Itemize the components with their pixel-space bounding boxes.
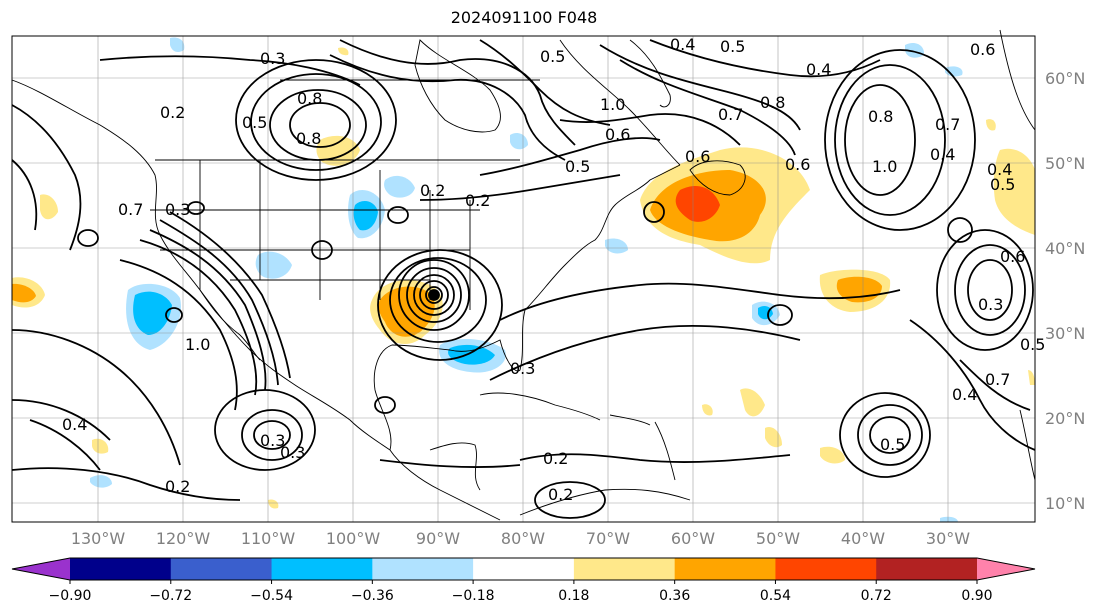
colorbar-extend-low (12, 558, 70, 580)
lon-label: 70°W (586, 529, 630, 548)
contour-label: 0.6 (685, 147, 710, 166)
contour-label: 0.6 (605, 125, 630, 144)
contour-label: 0.4 (806, 60, 831, 79)
colorbar-tick-label: −0.36 (351, 588, 394, 604)
contour-label: 0.7 (718, 105, 743, 124)
contour-lines (11, 39, 1036, 519)
colorbar-segment (775, 558, 877, 580)
contour-label: 0.6 (1000, 247, 1025, 266)
contour-label: 0.2 (543, 449, 568, 468)
contour-label: 0.2 (160, 103, 185, 122)
contour-label: 0.6 (970, 40, 995, 59)
contour-label: 0.5 (242, 113, 267, 132)
colorbar-tick-label: −0.72 (149, 588, 192, 604)
map-panel (11, 29, 1036, 523)
contour-label: 0.3 (510, 359, 535, 378)
colorbar-segment (170, 558, 273, 580)
lat-label: 30°N (1045, 324, 1085, 343)
colorbar-extend-high (977, 558, 1035, 580)
contour-label: 0.4 (952, 385, 977, 404)
contour-label: 0.2 (420, 181, 445, 200)
contour-label: 0.3 (280, 443, 305, 462)
lon-label: 120°W (156, 529, 211, 548)
contour-label: 0.3 (165, 200, 190, 219)
longitude-labels: 130°W 120°W 110°W 100°W 90°W 80°W 70°W 6… (71, 529, 970, 548)
colorbar-segment (473, 558, 575, 580)
colorbar-segment (372, 558, 474, 580)
contour-label: 0.8 (297, 89, 322, 108)
colorbar-tick-label: −0.54 (250, 588, 293, 604)
contour-label: 0.7 (118, 200, 143, 219)
contour-label: 0.5 (720, 37, 745, 56)
coastlines (11, 29, 1036, 521)
colorbar-segment (70, 558, 172, 580)
colorbar-segment (876, 558, 978, 580)
contour-label: 0.8 (760, 93, 785, 112)
contour-label: 1.0 (872, 157, 897, 176)
contour-label: 0.5 (990, 175, 1015, 194)
contour-labels: 0.3 0.2 0.4 0.5 0.6 0.8 1.0 0.7 0.5 0.6 … (62, 35, 1045, 504)
colorbar-segment (674, 558, 776, 580)
colorbar-segment (271, 558, 373, 580)
contour-label: 0.5 (565, 157, 590, 176)
lat-label: 10°N (1045, 494, 1085, 513)
lat-label: 20°N (1045, 409, 1085, 428)
map-title: 2024091100 F048 (450, 8, 598, 27)
lon-label: 30°W (926, 529, 970, 548)
lat-label: 60°N (1045, 69, 1085, 88)
lon-label: 110°W (241, 529, 296, 548)
contour-label: 0.3 (260, 49, 285, 68)
contour-label: 0.2 (465, 191, 490, 210)
contour-label: 0.8 (868, 107, 893, 126)
contour-label: 1.0 (185, 335, 210, 354)
contour-label: 0.6 (785, 155, 810, 174)
colorbar-tick-label: −0.90 (49, 588, 92, 604)
contour-label: 0.7 (985, 370, 1010, 389)
contour-label: 0.2 (165, 477, 190, 496)
lon-label: 40°W (841, 529, 885, 548)
contour-label: 1.0 (600, 95, 625, 114)
contour-label: 0.5 (540, 47, 565, 66)
contour-label: 0.4 (987, 160, 1012, 179)
colorbar: −0.90 −0.72 −0.54 −0.36 −0.18 0.18 0.36 0.54 0.7… (11, 557, 1036, 604)
colorbar-tick-label: 0.54 (760, 588, 791, 604)
lon-label: 130°W (71, 529, 126, 548)
contour-label: 0.7 (935, 115, 960, 134)
contour-label: 0.4 (670, 35, 695, 54)
contour-label: 0.5 (1020, 335, 1045, 354)
colorbar-tick-label: 0.18 (558, 588, 589, 604)
colorbar-segment (573, 558, 676, 580)
lon-label: 80°W (501, 529, 545, 548)
contour-label: 0.3 (260, 431, 285, 450)
latitude-labels: 60°N 50°N 40°N 30°N 20°N 10°N (1045, 69, 1085, 513)
contour-label: 0.4 (62, 415, 87, 434)
contour-label: 0.2 (548, 485, 573, 504)
contour-label: 0.8 (296, 129, 321, 148)
contour-label: 0.5 (880, 435, 905, 454)
contour-label: 0.4 (930, 145, 955, 164)
colorbar-tick-label: 0.90 (961, 588, 992, 604)
lon-label: 50°W (756, 529, 800, 548)
lat-label: 50°N (1045, 154, 1085, 173)
colorbar-tick-label: −0.18 (452, 588, 495, 604)
colorbar-tick-label: 0.36 (659, 588, 690, 604)
lon-label: 100°W (326, 529, 381, 548)
lon-label: 90°W (416, 529, 460, 548)
lon-label: 60°W (671, 529, 715, 548)
colorbar-tick-label: 0.72 (861, 588, 892, 604)
contour-label: 0.3 (978, 295, 1003, 314)
lat-label: 40°N (1045, 239, 1085, 258)
